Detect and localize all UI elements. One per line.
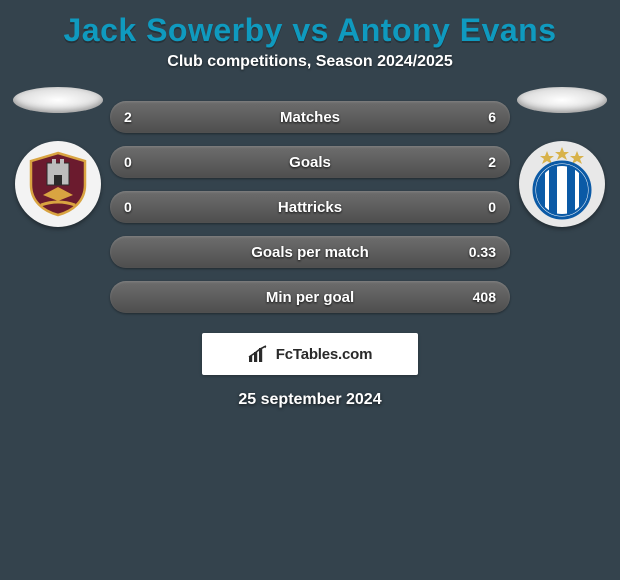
- stat-right-value: 6: [460, 109, 496, 125]
- stat-row-hattricks: 0 Hattricks 0: [110, 191, 510, 223]
- stat-right-value: 408: [460, 289, 496, 305]
- source-name: FcTables.com: [276, 346, 373, 363]
- stat-right-value: 0.33: [460, 244, 496, 260]
- player-left-column: [8, 87, 108, 227]
- bars-icon: [248, 344, 270, 364]
- club-badge-right: [519, 141, 605, 227]
- stat-row-matches: 2 Matches 6: [110, 101, 510, 133]
- page-subtitle: Club competitions, Season 2024/2025: [0, 53, 620, 71]
- stat-left-value: 2: [124, 109, 160, 125]
- huddersfield-badge-icon: [523, 145, 601, 223]
- stats-rows: 2 Matches 6 0 Goals 2 0 Hattricks 0 Goal…: [110, 101, 510, 313]
- northampton-badge-icon: [23, 149, 93, 219]
- stat-label: Goals per match: [110, 244, 510, 261]
- club-badge-left: [15, 141, 101, 227]
- stat-label: Matches: [110, 109, 510, 126]
- stat-row-goals: 0 Goals 2: [110, 146, 510, 178]
- stat-right-value: 0: [460, 199, 496, 215]
- date-text: 25 september 2024: [110, 391, 510, 409]
- source-card: FcTables.com: [202, 333, 418, 375]
- stat-row-min-per-goal: Min per goal 408: [110, 281, 510, 313]
- stat-label: Hattricks: [110, 199, 510, 216]
- stat-left-value: 0: [124, 154, 160, 170]
- stat-label: Min per goal: [110, 289, 510, 306]
- stat-right-value: 2: [460, 154, 496, 170]
- player-right-column: [512, 87, 612, 227]
- stat-left-value: 0: [124, 199, 160, 215]
- player-right-marker: [517, 87, 607, 113]
- page-title: Jack Sowerby vs Antony Evans: [0, 0, 620, 53]
- player-left-marker: [13, 87, 103, 113]
- comparison-arena: 2 Matches 6 0 Goals 2 0 Hattricks 0 Goal…: [0, 101, 620, 409]
- stat-label: Goals: [110, 154, 510, 171]
- stat-row-goals-per-match: Goals per match 0.33: [110, 236, 510, 268]
